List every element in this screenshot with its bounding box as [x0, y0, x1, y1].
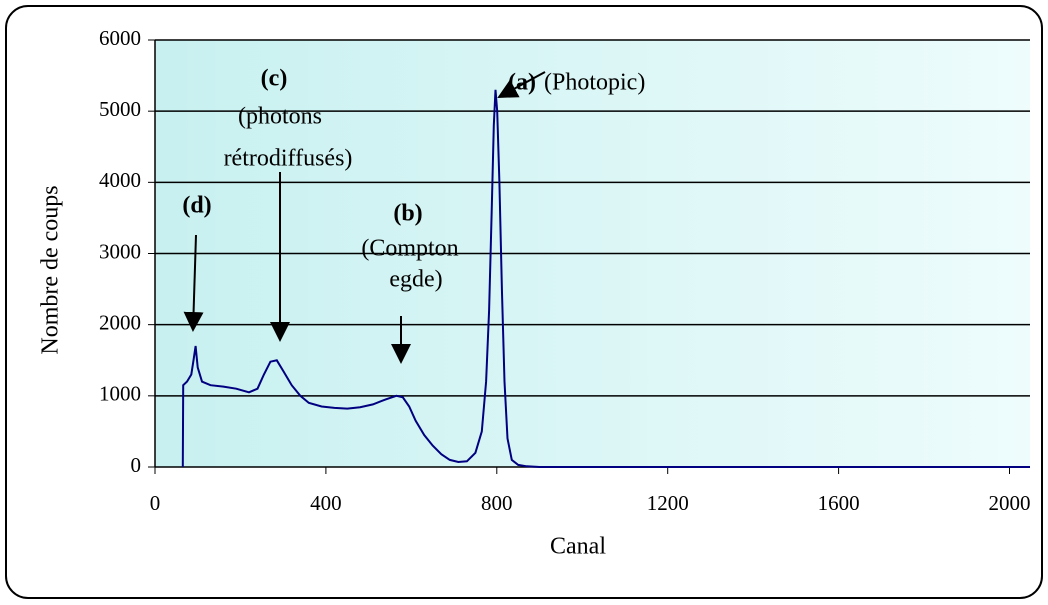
annotation: (Compton: [361, 236, 458, 262]
spectrum-line: [181, 89, 1030, 468]
y-axis-label: Nombre de coups: [38, 185, 64, 354]
x-tick-label: 400: [310, 491, 342, 515]
arrow: [497, 71, 546, 98]
y-tick-label: 4000: [99, 168, 141, 192]
annotation: egde): [389, 267, 442, 293]
y-tick-label: 1000: [99, 382, 141, 406]
y-tick-label: 0: [131, 453, 142, 477]
y-tick-label: 5000: [99, 97, 141, 121]
annotation: (c): [261, 66, 288, 92]
annotation: rétrodiffusés): [224, 146, 353, 172]
annotation: (b): [393, 201, 422, 227]
x-tick-label: 1200: [647, 491, 689, 515]
annotation: (photons: [238, 104, 322, 130]
annotation: (a): [508, 70, 536, 96]
arrow: [183, 234, 204, 332]
x-tick-label: 2000: [988, 491, 1030, 515]
x-axis-label: Canal: [550, 534, 606, 560]
annotation: (d): [182, 193, 211, 219]
y-tick-label: 6000: [99, 26, 141, 50]
annotation: (Photopic): [544, 70, 645, 96]
x-tick-label: 800: [481, 491, 513, 515]
x-tick-label: 0: [150, 491, 161, 515]
y-tick-label: 2000: [99, 310, 141, 334]
y-tick-label: 3000: [99, 239, 141, 263]
x-tick-label: 1600: [818, 491, 860, 515]
